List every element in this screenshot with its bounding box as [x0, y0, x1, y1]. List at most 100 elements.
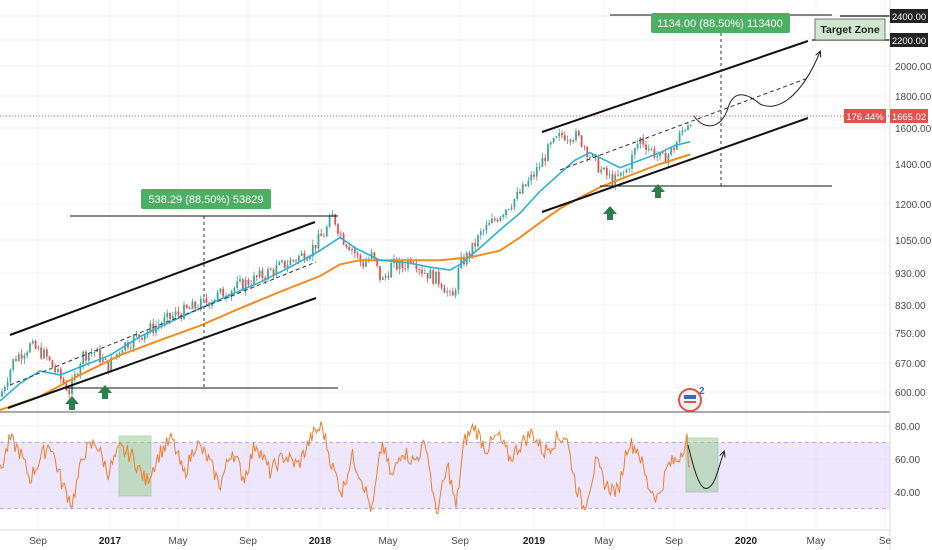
candle-body-213 — [597, 156, 600, 173]
candle-body-7 — [20, 354, 23, 359]
candle-body-110 — [309, 256, 311, 259]
candle-body-206 — [577, 131, 580, 136]
candle-body-37 — [104, 358, 107, 360]
candle-body-33 — [93, 351, 96, 353]
candle-body-4 — [12, 359, 15, 370]
tradingview-logo: 2 — [678, 386, 705, 412]
candle-body-187 — [524, 184, 527, 187]
candle-body-54 — [152, 323, 155, 333]
candle-body-157 — [440, 284, 443, 288]
candle-body-63 — [177, 311, 180, 315]
candle-body-183 — [513, 198, 516, 208]
svg-text:176.44%: 176.44% — [846, 112, 884, 123]
candle-body-66 — [185, 304, 188, 308]
candle-body-15 — [43, 349, 45, 359]
candle-body-6 — [17, 354, 20, 361]
candle-body-148 — [415, 263, 418, 270]
candle-body-103 — [289, 259, 292, 266]
candle-body-242 — [678, 132, 681, 142]
candle-body-144 — [404, 267, 407, 269]
candle-body-69 — [194, 301, 197, 309]
candle-body-25 — [71, 379, 73, 394]
candle-body-104 — [292, 259, 295, 261]
candle-body-236 — [661, 152, 664, 154]
candle-body-192 — [538, 166, 541, 168]
price-axis: 600.00 670.00 750.00 830.00 930.00 1050.00 120… — [895, 62, 932, 399]
candle-body-61 — [171, 315, 174, 319]
candle-body-145 — [407, 259, 409, 269]
osc-projection-path — [687, 444, 724, 489]
candle-body-102 — [286, 265, 289, 268]
candle-body-72 — [202, 298, 205, 300]
candle-body-101 — [283, 260, 286, 268]
candle-body-22 — [62, 379, 65, 384]
candle-body-95 — [267, 269, 269, 280]
candle-body-121 — [339, 233, 342, 235]
osc-tick-0: 40.00 — [895, 488, 920, 499]
candle-body-12 — [34, 341, 37, 349]
candle-body-176 — [493, 218, 496, 220]
candle-body-175 — [491, 218, 493, 223]
candle-body-65 — [183, 304, 185, 319]
candle-body-142 — [398, 261, 401, 270]
oscillator-layer — [0, 421, 724, 514]
measure-label-2017: 538.29 (88.50%) 53829 — [149, 194, 264, 206]
candle-body-99 — [278, 262, 281, 266]
candle-body-115 — [323, 236, 325, 237]
candle-body-1 — [3, 387, 6, 392]
candle-body-139 — [390, 263, 393, 278]
candle-body-203 — [569, 139, 572, 142]
time-tick-2: May — [169, 536, 188, 547]
candle-body-216 — [605, 167, 608, 176]
candle-body-211 — [591, 154, 594, 157]
price-tick-6: 1200.00 — [895, 200, 932, 211]
price-tick-3: 830.00 — [895, 301, 926, 312]
candle-body-181 — [507, 208, 510, 210]
candle-body-208 — [583, 146, 586, 148]
candle-body-119 — [334, 214, 337, 225]
candle-body-141 — [395, 258, 398, 270]
price-tick-5: 1050.00 — [895, 236, 932, 247]
candle-body-151 — [423, 273, 426, 274]
candle-body-106 — [297, 255, 300, 261]
candle-body-118 — [331, 214, 334, 217]
time-tick-3: Sep — [239, 536, 257, 547]
candle-body-11 — [31, 341, 34, 344]
candle-body-35 — [99, 348, 101, 363]
candle-body-112 — [314, 244, 317, 249]
candle-body-202 — [566, 139, 569, 141]
time-tick-1: 2017 — [99, 536, 122, 547]
candle-body-3 — [9, 369, 12, 382]
candle-body-200 — [561, 133, 563, 136]
candle-body-205 — [575, 131, 577, 140]
candle-body-79 — [222, 288, 225, 297]
candle-body-136 — [381, 277, 384, 280]
candle-body-185 — [519, 191, 521, 194]
candle-body-10 — [29, 343, 31, 353]
candle-body-188 — [527, 180, 530, 187]
candle-body-226 — [633, 148, 636, 155]
candle-body-60 — [169, 312, 171, 319]
candle-body-87 — [244, 279, 247, 291]
candle-body-201 — [563, 135, 566, 141]
candle-body-234 — [656, 156, 659, 158]
candle-body-105 — [295, 260, 297, 262]
candle-body-20 — [57, 369, 59, 372]
candle-body-227 — [636, 143, 639, 149]
drawings-layer — [0, 14, 890, 410]
support-arrow-2 — [603, 206, 617, 220]
candle-body-123 — [345, 244, 348, 247]
candle-body-152 — [426, 273, 429, 279]
support-arrow-0 — [65, 396, 79, 410]
candle-body-207 — [580, 135, 583, 147]
candle-body-18 — [51, 360, 54, 368]
price-tick-10: 2000.00 — [895, 62, 932, 73]
candle-body-150 — [421, 269, 423, 274]
price-tick-9: 1800.00 — [895, 92, 932, 103]
channel-2017-upper — [9, 221, 316, 336]
candle-body-173 — [485, 224, 488, 231]
candle-body-107 — [300, 253, 303, 256]
candle-body-170 — [477, 235, 479, 247]
candle-body-210 — [589, 156, 591, 158]
